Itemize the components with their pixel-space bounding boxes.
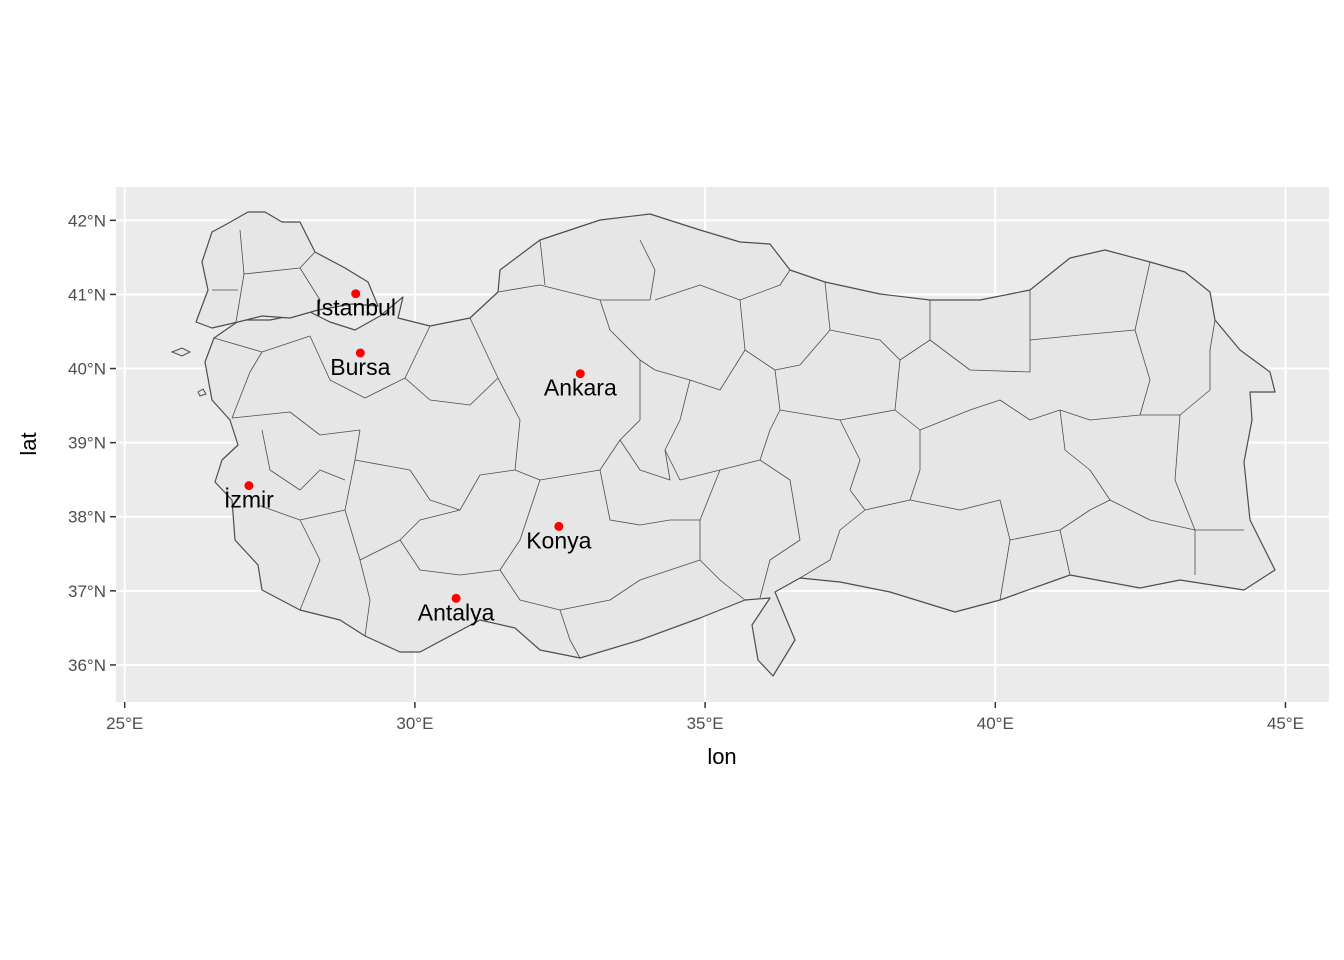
thrace-outline <box>195 211 379 329</box>
y-tick-label: 37°N <box>68 582 106 601</box>
city-label: Konya <box>526 527 591 553</box>
city-points <box>244 289 585 603</box>
city-label: Istanbul <box>315 295 396 321</box>
bozcaada-island <box>197 388 207 397</box>
province-borders <box>212 229 1244 659</box>
axes: 25°E 30°E 35°E 40°E 45°E 36°N 37°N 38°N 39°N 40°N… <box>68 211 1304 733</box>
city-point <box>451 593 461 603</box>
gokceada-island <box>170 347 192 357</box>
y-tick-label: 41°N <box>68 285 106 304</box>
x-tick-label: 30°E <box>396 714 433 733</box>
y-tick-label: 38°N <box>68 508 106 527</box>
city-point <box>244 481 254 491</box>
city-label: İzmir <box>224 487 274 513</box>
city-point <box>351 289 361 299</box>
turkey-landmass <box>170 211 1276 677</box>
y-tick-label: 36°N <box>68 656 106 675</box>
x-axis-title: lon <box>707 744 736 769</box>
city-point <box>355 348 365 358</box>
city-labels: Istanbul Bursa Ankara İzmir Konya Antalya <box>224 295 617 626</box>
y-tick-label: 39°N <box>68 434 106 453</box>
y-axis-title: lat <box>16 432 41 455</box>
city-label: Ankara <box>544 375 617 401</box>
x-tick-label: 25°E <box>106 714 143 733</box>
x-tick-label: 40°E <box>977 714 1014 733</box>
y-tick-label: 40°N <box>68 360 106 379</box>
city-point <box>554 521 564 531</box>
city-label: Bursa <box>330 354 390 380</box>
y-tick-label: 42°N <box>68 211 106 230</box>
x-tick-label: 45°E <box>1267 714 1304 733</box>
city-label: Antalya <box>418 599 495 625</box>
city-point <box>575 369 585 379</box>
anatolia-outline <box>204 213 1276 677</box>
x-tick-label: 35°E <box>687 714 724 733</box>
